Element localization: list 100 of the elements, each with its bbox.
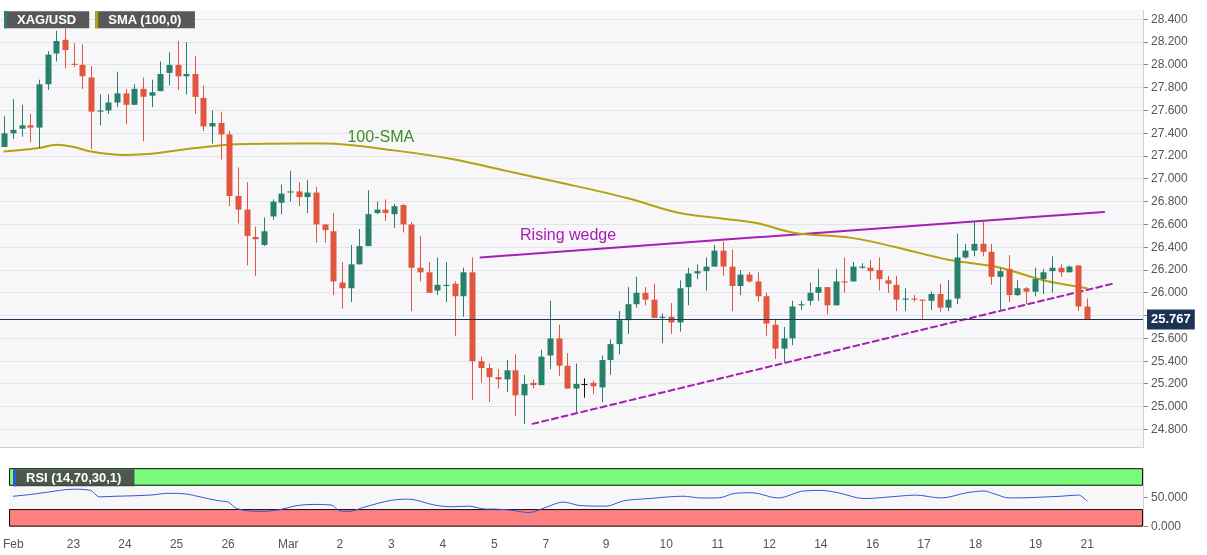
candlestick [192,55,199,115]
candlestick [486,362,493,403]
candlestick [685,267,692,306]
y-tick-label: 0.000 [1151,518,1182,533]
x-tick-label: 5 [491,537,499,552]
candlestick [296,181,303,207]
candlestick [1040,268,1047,295]
candlestick [460,267,467,318]
y-tick-label: 26.200 [1151,262,1189,277]
y-tick-label: 50.000 [1151,489,1189,504]
x-tick-label: 18 [968,537,983,552]
candlestick [356,228,363,265]
candlestick [62,27,69,69]
x-tick-label: 2 [336,537,344,552]
candlestick [322,223,329,244]
candlestick [755,271,762,303]
x-tick-label: 9 [602,537,610,552]
y-tick-label: 28.200 [1151,34,1189,49]
y-tick-label: 25.200 [1151,376,1189,391]
candlestick [19,104,26,138]
y-tick-label: 28.000 [1151,57,1189,72]
candlestick [547,300,554,370]
candlestick [737,269,744,296]
candlestick [893,275,900,312]
candlestick [123,88,130,125]
candlestick [945,279,952,312]
candlestick [772,318,779,360]
candlestick [581,377,588,399]
candlestick [97,94,104,126]
y-tick-label: 25.000 [1151,399,1189,414]
x-tick-label: 12 [762,537,777,552]
ref-line-label: 25.767 [1151,311,1191,327]
candlestick [824,286,831,315]
candlestick [937,283,944,313]
x-tick-label: 24 [118,537,133,552]
candlestick [607,339,614,376]
candlestick [841,256,848,294]
candlestick [971,220,978,257]
candlestick [426,261,433,294]
y-tick-label: 25.600 [1151,330,1189,345]
candlestick [625,286,632,335]
x-tick-label: Feb [3,537,24,552]
line-series [12,488,1088,514]
y-tick-label: 24.800 [1151,421,1189,436]
x-tick-label: 23 [66,537,81,552]
y-tick-label: 27.400 [1151,125,1189,140]
y-tick-label: 27.800 [1151,80,1189,94]
candlestick [278,184,285,215]
y-tick-label: 27.200 [1151,148,1189,163]
x-tick-label: 14 [814,537,828,552]
candlestick [1,115,8,148]
y-tick-label: 26.000 [1151,285,1189,300]
candlestick [521,374,528,425]
candlestick [140,76,147,142]
x-tick-label: 10 [659,537,674,552]
candlestick [504,359,511,393]
y-tick-label: 28.400 [1151,11,1189,26]
candlestick [270,198,277,221]
y-tick-label: 26.600 [1151,216,1189,231]
legend-label: RSI (14,70,30,1) [26,469,122,485]
candlestick [720,241,727,277]
candlestick [53,30,60,62]
candlestick [235,166,242,224]
candlestick [261,217,268,247]
x-tick-label: Mar [277,537,299,552]
y-tick-label: 27.600 [1151,102,1189,117]
x-tick-label: 19 [1028,537,1043,552]
candlestick [807,282,814,306]
x-tick-label: 16 [865,537,880,552]
candlestick [815,268,822,302]
candlestick [166,51,173,86]
line-series [3,142,1088,290]
candlestick [573,362,580,413]
candlestick [781,326,788,363]
x-tick-label: 3 [387,537,395,552]
candlestick [79,43,86,90]
y-tick-label: 26.800 [1151,193,1189,208]
candlestick [642,286,649,306]
x-tick-label: 21 [1080,537,1095,552]
candlestick [980,220,987,257]
candlestick [348,244,355,303]
y-tick-label: 26.400 [1151,239,1189,254]
x-tick-label: 25 [169,537,184,552]
x-tick-label: 11 [711,537,725,552]
x-tick-label: 26 [221,537,236,552]
candlestick [616,310,623,355]
candlestick [27,113,34,143]
candlestick [876,256,883,292]
annotation: 100-SMA [347,127,415,145]
candlestick [114,71,121,108]
candlestick [833,268,840,306]
candlestick [434,256,441,296]
candlestick [1032,267,1039,297]
candlestick [928,291,935,311]
candlestick [131,83,138,106]
candlestick [287,170,294,203]
candlestick [564,352,571,390]
x-tick-label: 7 [542,537,550,552]
x-tick-label: 17 [917,537,931,552]
candlestick [633,276,640,309]
